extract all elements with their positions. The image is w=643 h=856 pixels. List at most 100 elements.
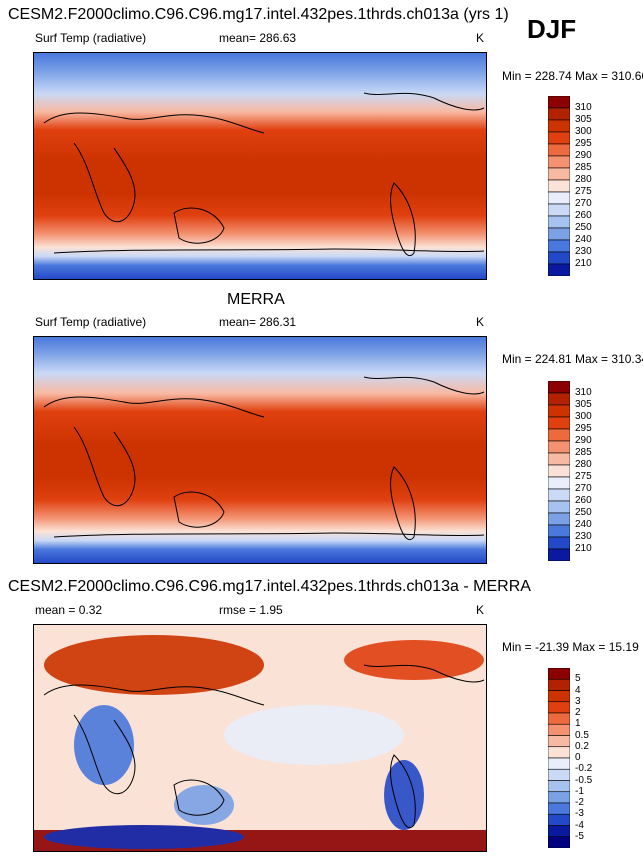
colorbar-tick-label: 0.5	[575, 729, 589, 741]
colorbar-tick-label: -2	[575, 797, 584, 808]
panel2-colorbar-swatches	[547, 380, 571, 562]
colorbar-tick-label: 285	[575, 447, 592, 458]
colorbar-tick-label: 250	[575, 222, 592, 233]
colorbar-tick-label: 270	[575, 483, 592, 494]
colorbar-swatch	[547, 836, 571, 849]
colorbar-swatch	[547, 215, 571, 229]
colorbar-tick-label: 300	[575, 411, 592, 422]
colorbar-swatch	[547, 203, 571, 217]
colorbar-swatch	[547, 735, 571, 748]
colorbar-swatch	[547, 701, 571, 714]
colorbar-swatch	[547, 791, 571, 804]
colorbar-swatch	[547, 428, 571, 442]
colorbar-tick-label: 260	[575, 210, 592, 221]
colorbar-swatch	[547, 690, 571, 703]
colorbar-tick-label: 2	[575, 707, 581, 718]
colorbar-swatch	[547, 119, 571, 133]
panel2-minmax: Min = 224.81 Max = 310.34	[502, 352, 643, 366]
colorbar-tick-label: 310	[575, 387, 592, 398]
colorbar-tick-label: 310	[575, 102, 592, 113]
panel1-mean-label: mean= 286.63	[219, 31, 297, 45]
colorbar-tick-label: 230	[575, 531, 592, 542]
panel1-minmax: Min = 228.74 Max = 310.66	[502, 69, 643, 83]
panel3-title: CESM2.F2000climo.C96.C96.mg17.intel.432p…	[8, 578, 531, 595]
colorbar-swatch	[547, 452, 571, 466]
colorbar-tick-label: 0.2	[575, 740, 589, 752]
colorbar-tick-label: 295	[575, 423, 592, 434]
colorbar-tick-label: 3	[575, 695, 581, 707]
colorbar-swatch	[547, 191, 571, 205]
colorbar-tick-label: 250	[575, 507, 592, 518]
colorbar-swatch	[547, 131, 571, 145]
colorbar-tick-label: 275	[575, 186, 592, 197]
colorbar-tick-label: 210	[575, 543, 592, 554]
colorbar-swatch	[547, 380, 571, 394]
colorbar-tick-label: -3	[575, 808, 584, 820]
colorbar-tick-label: 275	[575, 471, 592, 482]
colorbar-swatch	[547, 536, 571, 550]
colorbar-swatch	[547, 757, 571, 770]
panel3-mean-label: mean = 0.32	[35, 603, 103, 617]
colorbar-swatch	[547, 512, 571, 526]
panel3-map-field	[34, 625, 486, 851]
colorbar-swatch	[547, 392, 571, 406]
panel2-map	[33, 336, 487, 564]
colorbar-tick-label: 300	[575, 126, 592, 137]
panel2-title: MERRA	[227, 291, 285, 308]
colorbar-swatch	[547, 746, 571, 759]
colorbar-swatch	[547, 155, 571, 169]
panel2-colorbar	[547, 380, 571, 566]
panel1-colorbar-swatches	[547, 95, 571, 277]
panel1-variable-label: Surf Temp (radiative)	[35, 31, 147, 45]
panel3-rmse-label: rmse = 1.95	[219, 603, 283, 617]
colorbar-tick-label: -0.5	[575, 774, 593, 786]
colorbar-tick-label: 230	[575, 246, 592, 257]
colorbar-swatch	[547, 780, 571, 793]
panel3-map	[33, 624, 487, 852]
colorbar-swatch	[547, 712, 571, 725]
colorbar-tick-label: 290	[575, 150, 592, 161]
colorbar-tick-label: 270	[575, 198, 592, 209]
panel1-title: CESM2.F2000climo.C96.C96.mg17.intel.432p…	[8, 6, 509, 23]
colorbar-swatch	[547, 107, 571, 121]
colorbar-tick-label: 5	[575, 673, 581, 685]
colorbar-swatch	[547, 500, 571, 514]
colorbar-tick-label: 4	[575, 684, 581, 696]
colorbar-swatch	[547, 464, 571, 478]
panel1-units: K	[476, 31, 485, 45]
colorbar-tick-label: 1	[575, 718, 581, 730]
colorbar-swatch	[547, 825, 571, 838]
colorbar-swatch	[547, 239, 571, 253]
colorbar-swatch	[547, 488, 571, 502]
colorbar-tick-label: 210	[575, 258, 592, 269]
colorbar-swatch	[547, 167, 571, 181]
colorbar-swatch	[547, 768, 571, 781]
panel3-minmax: Min = -21.39 Max = 15.19	[502, 640, 639, 654]
colorbar-swatch	[547, 227, 571, 241]
colorbar-tick-label: -4	[575, 819, 584, 831]
colorbar-swatch	[547, 476, 571, 490]
panel3-units: K	[476, 603, 485, 617]
colorbar-tick-label: -1	[575, 785, 584, 797]
panel1-map	[33, 52, 487, 280]
panel2-variable-label: Surf Temp (radiative)	[35, 315, 147, 329]
colorbar-tick-label: 290	[575, 435, 592, 446]
colorbar-swatch	[547, 667, 571, 680]
colorbar-swatch	[547, 263, 571, 277]
colorbar-swatch	[547, 802, 571, 815]
panel2-units: K	[476, 315, 485, 329]
colorbar-swatch	[547, 813, 571, 826]
colorbar-swatch	[547, 404, 571, 418]
colorbar-tick-label: 295	[575, 138, 592, 149]
colorbar-swatch	[547, 548, 571, 562]
colorbar-tick-label: 280	[575, 174, 592, 185]
colorbar-tick-label: 305	[575, 399, 592, 410]
colorbar-tick-label: -5	[575, 830, 584, 842]
season-label: DJF	[527, 14, 577, 44]
panel3-colorbar	[547, 667, 571, 853]
panel2-mean-label: mean= 286.31	[219, 315, 297, 329]
panel2-map-field	[34, 337, 486, 563]
colorbar-tick-label: -0.2	[575, 763, 593, 775]
colorbar-tick-label: 260	[575, 495, 592, 506]
colorbar-swatch	[547, 524, 571, 538]
